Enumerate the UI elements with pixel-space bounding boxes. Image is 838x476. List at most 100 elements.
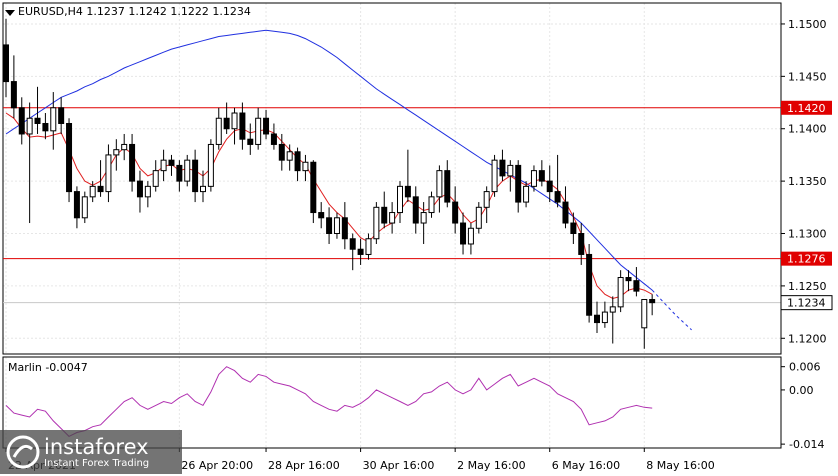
candle-body (247, 138, 254, 145)
slow-moving-average (5, 29, 692, 331)
candle-body (239, 112, 246, 140)
symbol-header: EURUSD,H4 1.1237 1.1242 1.1222 1.1234 (18, 5, 251, 18)
candle-body (121, 143, 128, 151)
candle-body (641, 299, 648, 329)
candle-body (207, 143, 214, 187)
candle-body (523, 185, 530, 203)
y-tick-label: 1.1200 (788, 332, 827, 345)
marlin-tick-label: 0.006 (789, 361, 821, 374)
candle-body (467, 227, 474, 245)
y-tick-label: 1.1450 (788, 70, 827, 83)
current-price-tag (780, 295, 833, 311)
main-pane-frame (2, 2, 782, 355)
candle-body (144, 185, 151, 198)
candle-body (594, 314, 600, 324)
collapse-triangle-icon[interactable] (5, 10, 15, 16)
chart-frames (2, 2, 782, 449)
candle-body (42, 122, 49, 132)
candle-body (89, 185, 96, 198)
candle-body (452, 201, 459, 224)
candle-body (601, 311, 608, 324)
candle-body (349, 238, 356, 250)
candle-body (184, 159, 191, 182)
candle-body (286, 151, 293, 161)
candle-body (18, 107, 25, 135)
candle-body (10, 81, 17, 109)
candle-body (81, 196, 88, 219)
x-tick-label: 6 May 16:00 (552, 459, 620, 472)
candle-body (538, 170, 545, 182)
candle-body (491, 159, 498, 193)
slow-ma-projection (651, 289, 692, 331)
candle-body (570, 222, 577, 235)
candle-body (231, 112, 238, 130)
candle-body (507, 164, 514, 177)
candle-body (373, 206, 380, 240)
candle-body (397, 185, 403, 214)
marlin-tick-label: -0.014 (789, 438, 824, 451)
marlin-axis: 0.006 0.00 -0.014 (781, 361, 824, 451)
candle-body (34, 117, 41, 124)
x-tick-label: 2 May 16:00 (457, 459, 525, 472)
candle-body (326, 217, 333, 235)
x-tick-label: 8 May 16:00 (646, 459, 714, 472)
candle-body (444, 170, 451, 203)
level-tag-label: 1.1420 (787, 102, 826, 115)
candle-body (404, 185, 411, 198)
candle-body (546, 180, 553, 193)
candle-body (310, 161, 317, 214)
x-tick-label: 28 Apr 16:00 (268, 459, 340, 472)
candle-body (318, 212, 325, 219)
candle-body (302, 161, 309, 172)
candle-body (530, 170, 537, 187)
candle-body (113, 149, 120, 156)
x-tick-label: 30 Apr 16:00 (363, 459, 435, 472)
candle-body (136, 180, 143, 198)
logo-tagline: Instant Forex Trading (44, 457, 150, 469)
candle-body (649, 299, 656, 304)
y-tick-label: 1.1400 (788, 123, 827, 136)
y-tick-label: 1.1500 (788, 18, 827, 31)
candle-body (475, 206, 482, 229)
candle-body (129, 143, 136, 182)
candle-body (50, 107, 57, 132)
candle-body (562, 201, 569, 224)
current-price-label: 1.1234 (787, 297, 826, 310)
candle-body (515, 164, 522, 203)
candle-body (192, 159, 199, 193)
candle-body (176, 164, 183, 182)
candle-body (270, 133, 277, 145)
fast-moving-average (5, 112, 653, 300)
x-tick-label: 26 Apr 20:00 (181, 459, 253, 472)
candle-body (609, 306, 616, 313)
candle-body (617, 277, 624, 308)
candle-body (58, 107, 65, 124)
indicator-pane-frame (2, 356, 782, 449)
candle-body (294, 151, 301, 172)
candle-body (428, 196, 435, 214)
marlin-line (5, 366, 653, 438)
candle-body (333, 217, 340, 235)
marlin-tick-label: 0.00 (789, 384, 814, 397)
candle-body (357, 248, 364, 255)
candle-body (578, 233, 585, 255)
candle-body (200, 185, 206, 193)
candle-body (586, 253, 593, 316)
candle-body (499, 159, 506, 177)
candle-body (160, 159, 167, 172)
candle-body (66, 122, 73, 193)
candle-body (263, 117, 270, 135)
candle-body (460, 222, 467, 245)
candle-body (625, 277, 632, 282)
y-tick-label: 1.1300 (788, 228, 827, 241)
candle-body (365, 238, 372, 255)
horizontal-levels: 1.1420 1.1276 1.1234 (3, 100, 833, 311)
candle-body (412, 196, 419, 224)
instaforex-logo: instaforex Instant Forex Trading (0, 430, 182, 474)
candle-body (381, 206, 388, 224)
y-tick-label: 1.1350 (788, 175, 827, 188)
candle-body (223, 117, 230, 130)
candle-body (278, 143, 285, 161)
candle-body (483, 191, 490, 208)
